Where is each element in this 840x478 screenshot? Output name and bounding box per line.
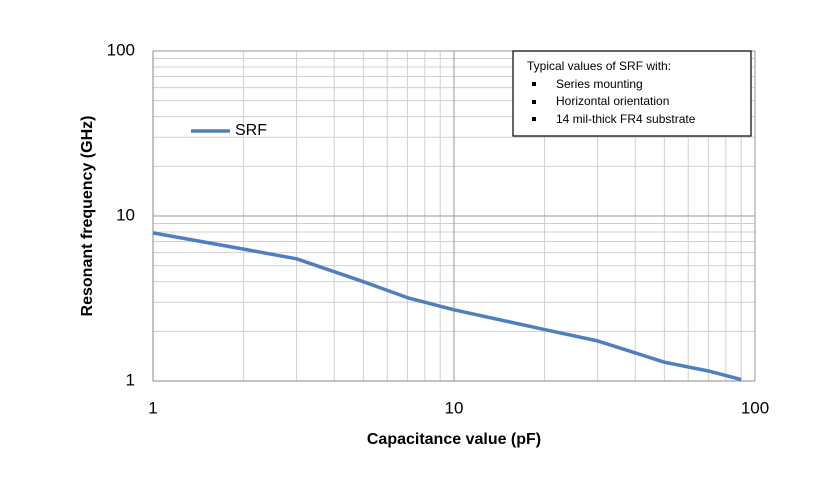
annotation-item: Series mounting <box>556 77 643 91</box>
x-tick-label: 100 <box>741 398 769 417</box>
bullet <box>532 117 536 121</box>
annotation-title: Typical values of SRF with: <box>527 59 671 73</box>
x-axis-title: Capacitance value (pF) <box>367 431 541 448</box>
bullet <box>532 82 536 86</box>
annotation-frame <box>512 50 752 137</box>
annotation-box: Typical values of SRF with: Series mount… <box>512 50 752 137</box>
bullet <box>532 100 536 104</box>
y-axis-title: Resonant frequency (GHz) <box>79 116 96 317</box>
x-tick-label: 1 <box>148 398 157 417</box>
series-line <box>152 231 742 382</box>
legend-label: SRF <box>235 122 267 139</box>
annotation-item: 14 mil-thick FR4 substrate <box>556 112 696 126</box>
y-tick-label: 100 <box>107 40 135 59</box>
annotation-item: Horizontal orientation <box>556 94 669 108</box>
y-tick-label: 10 <box>116 205 135 224</box>
x-tick-label: 10 <box>445 398 464 417</box>
y-tick-label: 1 <box>126 370 135 389</box>
